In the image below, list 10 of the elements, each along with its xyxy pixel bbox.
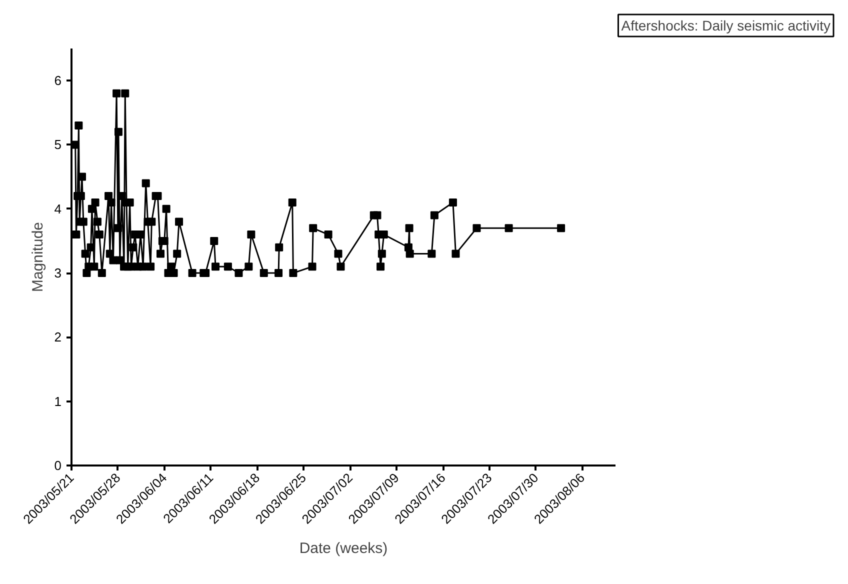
y-tick-label: 2 bbox=[54, 330, 62, 345]
text: Aftershocks: Daily seismic activity bbox=[621, 18, 831, 34]
y-tick-label: 5 bbox=[54, 137, 62, 152]
y-tick-label: 3 bbox=[54, 266, 62, 281]
y-tick-label: 1 bbox=[54, 394, 62, 409]
y-tick-label: 0 bbox=[54, 458, 62, 473]
y-tick-label: 6 bbox=[54, 73, 62, 88]
x-axis-title: Date (weeks) bbox=[299, 540, 388, 558]
y-tick-label: 4 bbox=[54, 201, 62, 216]
y-axis-title: Magnitude bbox=[29, 222, 46, 292]
